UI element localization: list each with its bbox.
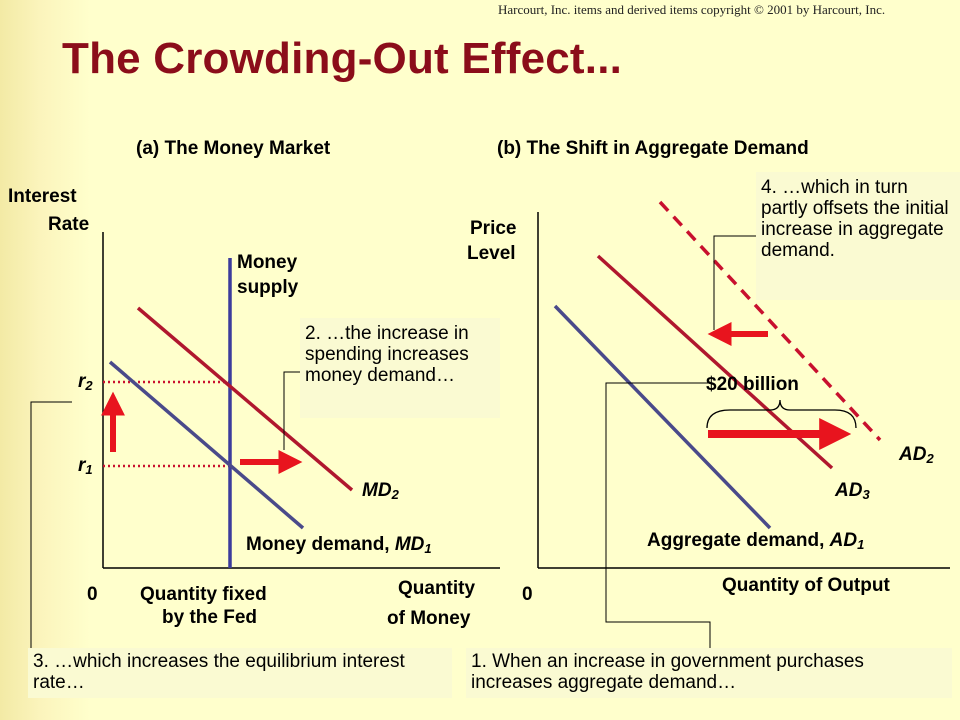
ad1-label: Aggregate demand, AD1 [647, 530, 865, 552]
quantity-fixed-label-line2: by the Fed [162, 607, 258, 628]
money-supply-label-line1: Money [237, 252, 298, 273]
md2-label: MD2 [362, 480, 399, 502]
ad3-label: AD3 [835, 480, 870, 502]
quantity-fixed-label-line1: Quantity fixed [140, 584, 267, 605]
money-market-origin: 0 [87, 584, 98, 605]
note1-connector [605, 382, 712, 650]
quantity-of-money-label-line1: Quantity [398, 578, 476, 599]
note2-box [300, 318, 500, 418]
note2-text: 2. …the increase in spending increases m… [305, 323, 469, 386]
r2-label: r2 [78, 371, 93, 393]
copyright-notice: Harcourt, Inc. items and derived items c… [498, 2, 886, 17]
md1-label: Money demand, MD1 [246, 534, 432, 556]
note4-connector [713, 235, 760, 330]
note4-text: 4. …which in turn partly offsets the ini… [761, 177, 949, 261]
quantity-of-output-label: Quantity of Output [722, 575, 890, 596]
interest-rate-label-line2: Rate [48, 214, 90, 235]
interest-rate-label-line1: Interest [8, 186, 77, 207]
quantity-of-money-label-line2: of Money [387, 608, 471, 629]
money-supply-label-line2: supply [237, 277, 299, 298]
ad-origin: 0 [522, 584, 533, 605]
note4-box [756, 172, 960, 300]
r1-label: r1 [78, 455, 93, 477]
md2-curve [136, 306, 354, 492]
note3-box [28, 648, 452, 698]
note2-connector [283, 371, 304, 450]
note1-text: 1. When an increase in government purcha… [471, 651, 864, 693]
ad1-curve [553, 304, 772, 530]
md1-curve [108, 360, 305, 530]
shift-brace [706, 399, 857, 429]
slide-title: The Crowding-Out Effect... [62, 34, 623, 83]
note1-box [466, 648, 952, 698]
ad2-curve [658, 200, 882, 442]
aggregate-demand-panel-title: (b) The Shift in Aggregate Demand [497, 138, 809, 159]
price-level-label-line2: Level [467, 243, 516, 264]
ad2-label: AD2 [899, 444, 934, 466]
price-level-label-line1: Price [470, 218, 517, 239]
money-market-panel-title: (a) The Money Market [136, 138, 331, 159]
shift-amount-label: $20 billion [706, 374, 799, 395]
note3-connector [30, 401, 72, 650]
note3-text: 3. …which increases the equilibrium inte… [33, 651, 405, 693]
